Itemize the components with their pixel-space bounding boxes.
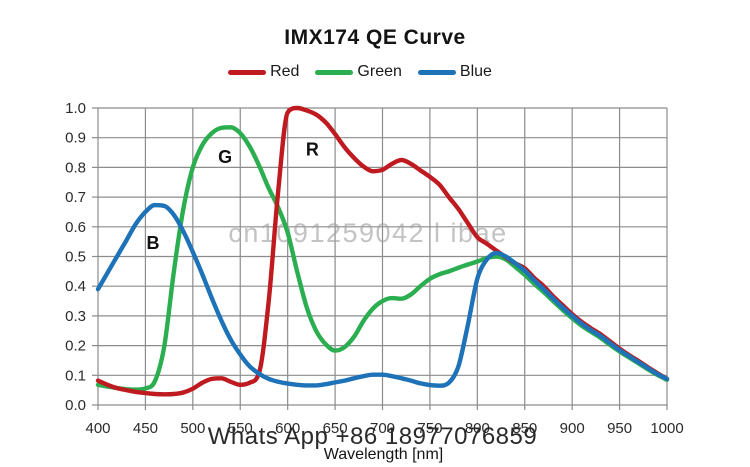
y-tick-label: 0.5	[65, 249, 86, 266]
y-tick-label: 0.3	[65, 308, 86, 325]
x-tick-label: 1000	[650, 420, 683, 437]
x-tick-label: 800	[465, 420, 490, 437]
chart-legend: Red Green Blue	[0, 63, 720, 81]
curve-annotation-G: G	[218, 147, 232, 167]
legend-label-red: Red	[270, 63, 300, 80]
curve-annotation-R: R	[306, 140, 319, 160]
x-tick-label: 600	[275, 420, 300, 437]
curve-annotation-B: B	[147, 233, 160, 253]
y-tick-label: 0.0	[65, 397, 86, 414]
x-tick-label: 500	[180, 420, 205, 437]
legend-label-green: Green	[357, 63, 402, 80]
y-tick-label: 0.4	[65, 278, 86, 295]
y-tick-label: 0.7	[65, 189, 86, 206]
x-axis-label: Wavelength [nm]	[323, 446, 444, 463]
legend-swatch-green	[315, 69, 354, 75]
legend-label-blue: Blue	[459, 63, 492, 80]
y-tick-label: 0.6	[65, 219, 86, 236]
legend-swatch-blue	[417, 69, 456, 75]
y-tick-label: 0.8	[65, 159, 86, 176]
legend-swatch-red	[228, 69, 267, 75]
curve-blue	[95, 202, 670, 388]
x-tick-label: 450	[133, 420, 158, 437]
x-tick-label: 750	[417, 420, 442, 437]
x-tick-label: 950	[607, 420, 632, 437]
x-tick-label: 400	[85, 420, 110, 437]
x-tick-label: 900	[560, 420, 585, 437]
y-tick-label: 0.9	[65, 130, 86, 147]
legend-item-green: Green	[315, 63, 402, 81]
y-tick-label: 1.0	[65, 100, 86, 117]
x-tick-label: 850	[512, 420, 537, 437]
y-tick-label: 0.2	[65, 338, 86, 355]
x-tick-label: 550	[228, 420, 253, 437]
watermark-phone-text: Whats App +86 18977076859	[207, 423, 538, 450]
legend-item-red: Red	[228, 63, 299, 81]
x-tick-label: 650	[323, 420, 348, 437]
x-tick-label: 700	[370, 420, 395, 437]
legend-item-blue: Blue	[417, 63, 492, 81]
y-tick-label: 0.1	[65, 367, 86, 384]
chart-title: IMX174 QE Curve	[284, 26, 466, 49]
